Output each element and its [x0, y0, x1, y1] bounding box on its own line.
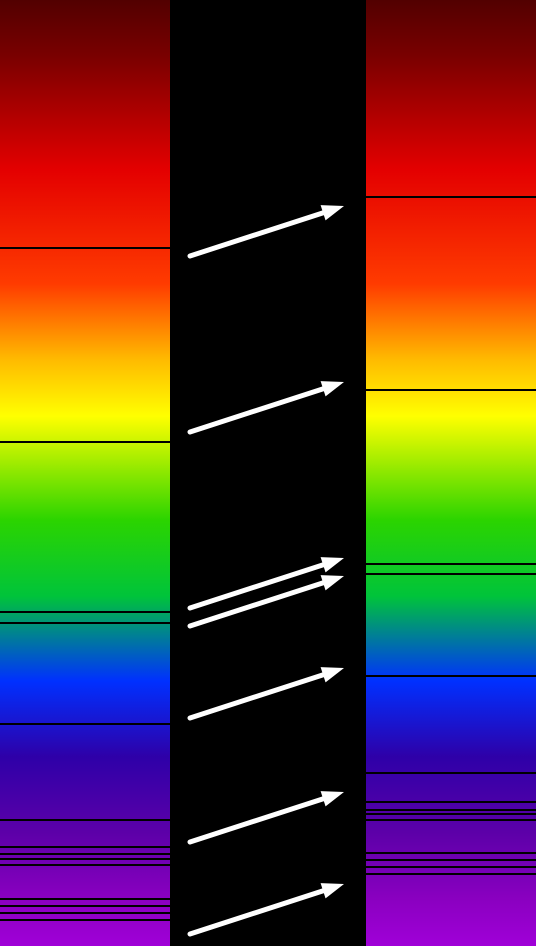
absorption-line	[366, 772, 536, 774]
absorption-line	[366, 866, 536, 868]
redshift-diagram	[0, 0, 536, 946]
absorption-line	[0, 864, 170, 866]
center-gap	[170, 0, 366, 946]
absorption-line	[0, 846, 170, 848]
absorption-line	[366, 801, 536, 803]
absorption-line	[0, 919, 170, 921]
absorption-line	[366, 819, 536, 821]
absorption-line	[0, 611, 170, 613]
right-spectrum-panel	[366, 0, 536, 946]
absorption-line	[0, 905, 170, 907]
left-spectrum-panel	[0, 0, 170, 946]
absorption-line	[0, 723, 170, 725]
absorption-line	[366, 852, 536, 854]
absorption-line	[366, 196, 536, 198]
absorption-line	[366, 389, 536, 391]
absorption-line	[0, 441, 170, 443]
absorption-line	[0, 819, 170, 821]
absorption-line	[366, 563, 536, 565]
absorption-line	[0, 912, 170, 914]
absorption-line	[366, 809, 536, 811]
absorption-line	[0, 858, 170, 860]
absorption-line	[366, 813, 536, 815]
absorption-line	[0, 247, 170, 249]
absorption-line	[0, 622, 170, 624]
absorption-line	[0, 898, 170, 900]
absorption-line	[366, 873, 536, 875]
absorption-line	[366, 675, 536, 677]
absorption-line	[0, 853, 170, 855]
absorption-line	[366, 573, 536, 575]
absorption-line	[366, 859, 536, 861]
